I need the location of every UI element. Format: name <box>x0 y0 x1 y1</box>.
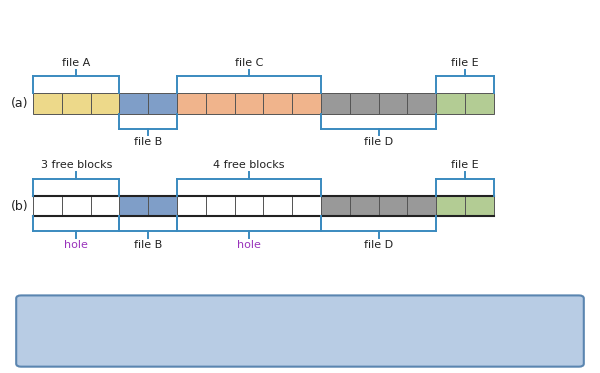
Bar <box>292 93 321 114</box>
Bar <box>62 196 91 216</box>
Bar <box>62 93 91 114</box>
Text: (b): (b) <box>11 200 28 213</box>
Bar <box>379 196 407 216</box>
Text: file E: file E <box>451 160 479 170</box>
Bar <box>465 196 494 216</box>
Bar <box>33 196 62 216</box>
Text: hole: hole <box>64 240 88 250</box>
Bar <box>465 93 494 114</box>
Text: hole: hole <box>237 240 261 250</box>
Bar <box>148 196 177 216</box>
Bar <box>350 196 379 216</box>
Text: (a): (a) <box>11 97 28 110</box>
Bar <box>321 196 350 216</box>
Text: (a) Contiguous memory allocation of 5 files: (a) Contiguous memory allocation of 5 fi… <box>172 308 428 321</box>
Bar <box>407 196 436 216</box>
Text: 3 free blocks: 3 free blocks <box>41 160 112 170</box>
Bar <box>292 196 321 216</box>
Bar <box>379 93 407 114</box>
Text: (b) When the file A and C terminates and release the memory: (b) When the file A and C terminates and… <box>116 325 484 338</box>
Bar <box>407 93 436 114</box>
Text: creating hole: creating hole <box>261 341 339 354</box>
Text: 4 free blocks: 4 free blocks <box>213 160 285 170</box>
Bar <box>177 93 206 114</box>
FancyBboxPatch shape <box>16 295 584 367</box>
Bar <box>235 196 263 216</box>
Bar <box>206 93 235 114</box>
Bar <box>177 196 206 216</box>
Bar <box>321 93 350 114</box>
Text: file D: file D <box>364 137 393 147</box>
Text: file D: file D <box>364 240 393 250</box>
Bar <box>263 93 292 114</box>
Bar <box>119 93 148 114</box>
Bar <box>350 93 379 114</box>
Bar <box>119 196 148 216</box>
Bar <box>33 93 62 114</box>
Bar <box>206 196 235 216</box>
Text: file E: file E <box>451 58 479 68</box>
Bar <box>235 93 263 114</box>
Bar <box>263 196 292 216</box>
Bar <box>148 93 177 114</box>
Bar <box>436 196 465 216</box>
Text: file C: file C <box>235 58 263 68</box>
Bar <box>91 93 119 114</box>
Text: file B: file B <box>134 137 163 147</box>
Text: file A: file A <box>62 58 91 68</box>
Text: file B: file B <box>134 240 163 250</box>
Bar <box>436 93 465 114</box>
Bar <box>91 196 119 216</box>
